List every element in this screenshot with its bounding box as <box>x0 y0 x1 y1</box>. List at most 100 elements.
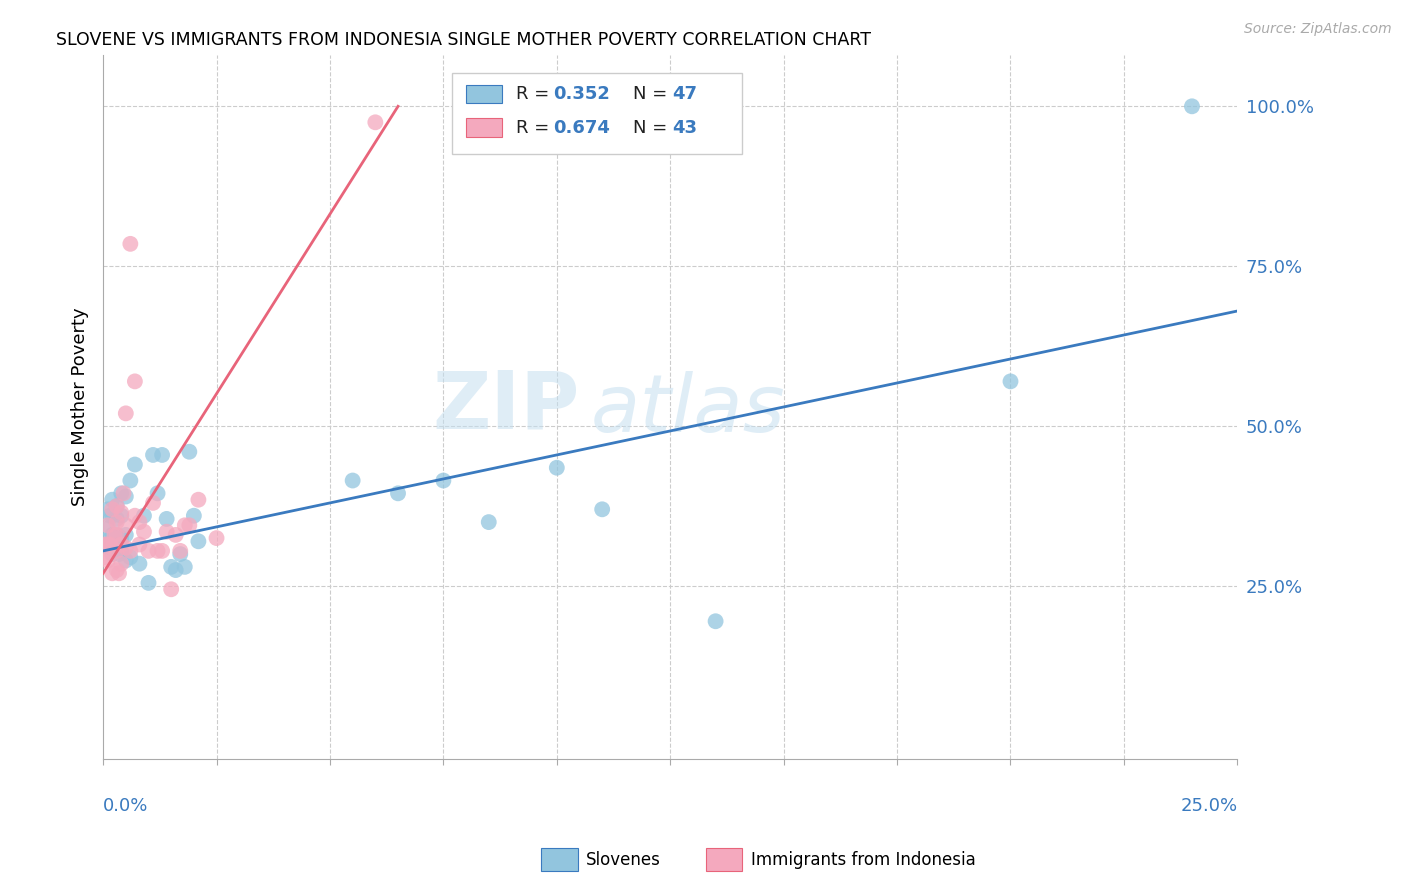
Point <box>120 474 142 488</box>
Text: 0.674: 0.674 <box>554 119 610 136</box>
Point <box>124 375 146 389</box>
Point <box>120 544 142 558</box>
Point <box>114 528 136 542</box>
Point <box>105 528 128 542</box>
Point <box>156 524 179 539</box>
Point <box>183 508 205 523</box>
Point <box>432 474 454 488</box>
Point <box>94 537 117 551</box>
Point <box>110 544 132 558</box>
Point <box>160 582 183 597</box>
Point <box>103 528 125 542</box>
FancyBboxPatch shape <box>465 119 502 136</box>
Point <box>105 528 128 542</box>
Text: SLOVENE VS IMMIGRANTS FROM INDONESIA SINGLE MOTHER POVERTY CORRELATION CHART: SLOVENE VS IMMIGRANTS FROM INDONESIA SIN… <box>56 31 872 49</box>
Point <box>205 531 228 545</box>
Point <box>105 499 128 513</box>
Point <box>165 528 187 542</box>
Point <box>165 563 187 577</box>
Text: R =: R = <box>516 119 555 136</box>
Point <box>364 115 387 129</box>
Point <box>101 502 124 516</box>
Point <box>179 518 201 533</box>
Point <box>108 547 131 561</box>
Point <box>97 521 120 535</box>
Point <box>108 566 131 581</box>
Point <box>128 557 150 571</box>
Point <box>98 541 121 555</box>
Point <box>1181 99 1204 113</box>
Point <box>138 544 160 558</box>
Point <box>101 528 124 542</box>
Point <box>105 515 128 529</box>
Point <box>93 550 115 565</box>
Point <box>110 537 132 551</box>
Text: N =: N = <box>633 119 673 136</box>
Y-axis label: Single Mother Poverty: Single Mother Poverty <box>72 308 89 507</box>
Point <box>105 563 128 577</box>
Text: Source: ZipAtlas.com: Source: ZipAtlas.com <box>1244 22 1392 37</box>
FancyBboxPatch shape <box>541 848 578 871</box>
Text: Immigrants from Indonesia: Immigrants from Indonesia <box>751 851 976 869</box>
Point <box>114 541 136 555</box>
Point <box>387 486 409 500</box>
Point <box>101 541 124 555</box>
Point <box>156 512 179 526</box>
Point <box>110 508 132 523</box>
Point <box>187 534 209 549</box>
Point <box>1000 375 1022 389</box>
Point <box>173 518 195 533</box>
Point <box>169 544 191 558</box>
FancyBboxPatch shape <box>706 848 742 871</box>
Point <box>97 553 120 567</box>
Point <box>101 566 124 581</box>
Point <box>128 537 150 551</box>
Text: Slovenes: Slovenes <box>586 851 661 869</box>
Point <box>160 560 183 574</box>
Text: 0.352: 0.352 <box>554 85 610 103</box>
Point <box>704 614 727 628</box>
Text: ZIP: ZIP <box>432 368 579 446</box>
Point <box>546 460 568 475</box>
Text: R =: R = <box>516 85 555 103</box>
Point <box>110 531 132 545</box>
Point <box>179 444 201 458</box>
Point <box>114 490 136 504</box>
Point <box>124 458 146 472</box>
Text: atlas: atlas <box>591 371 786 450</box>
Point <box>101 508 124 523</box>
Point <box>146 486 169 500</box>
Text: 0.0%: 0.0% <box>103 797 149 815</box>
Point <box>114 406 136 420</box>
Point <box>132 524 155 539</box>
Point <box>98 537 121 551</box>
Point <box>105 541 128 555</box>
Text: 47: 47 <box>672 85 697 103</box>
Point <box>169 547 191 561</box>
Point <box>98 508 121 523</box>
Point <box>124 508 146 523</box>
Point <box>591 502 613 516</box>
Text: 25.0%: 25.0% <box>1180 797 1237 815</box>
Point <box>105 544 128 558</box>
Point <box>142 448 165 462</box>
Point <box>142 496 165 510</box>
Point <box>138 575 160 590</box>
Point <box>105 512 128 526</box>
Point <box>112 486 135 500</box>
Point <box>146 544 169 558</box>
Point <box>114 518 136 533</box>
Point <box>342 474 364 488</box>
Point <box>110 506 132 520</box>
Point <box>120 236 142 251</box>
Point <box>173 560 195 574</box>
Text: N =: N = <box>633 85 673 103</box>
FancyBboxPatch shape <box>453 73 742 153</box>
Point <box>132 508 155 523</box>
Point <box>150 544 173 558</box>
FancyBboxPatch shape <box>465 85 502 103</box>
Point <box>105 499 128 513</box>
Text: 43: 43 <box>672 119 697 136</box>
Point <box>110 557 132 571</box>
Point <box>114 553 136 567</box>
